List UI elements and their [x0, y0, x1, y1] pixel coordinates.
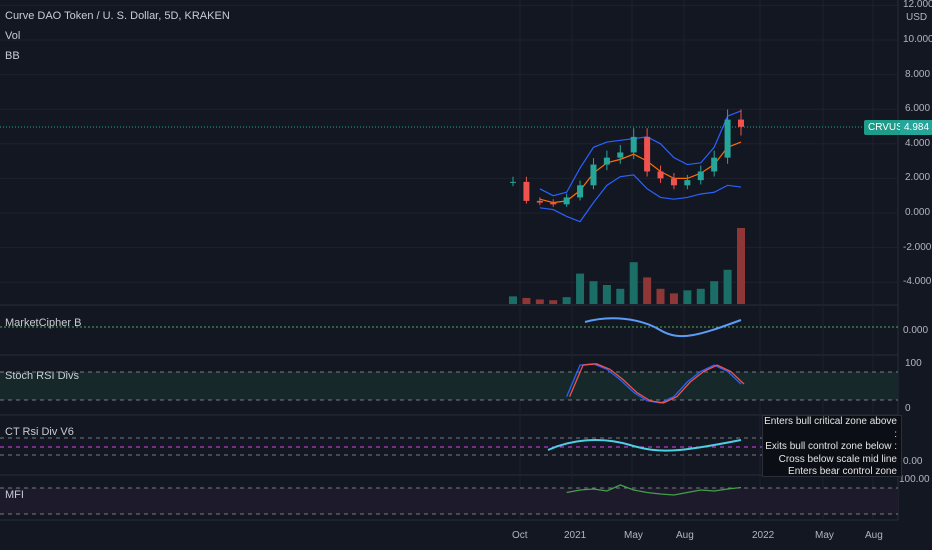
time-tick-label: May: [815, 530, 834, 541]
candle-body: [550, 202, 557, 205]
candle-body: [603, 157, 610, 165]
last-price-tag: 4.984: [900, 120, 932, 135]
mfi-axis-tick: 100.00: [899, 474, 930, 485]
candle-body: [510, 181, 516, 183]
price-tick-label: 2.000: [905, 172, 931, 184]
tooltip-line: Enters bear control zone below :: [788, 466, 897, 477]
price-tick-label: 0.000: [905, 207, 931, 218]
volume-bar: [723, 269, 732, 304]
candle-body: [738, 119, 744, 127]
tooltip-line: Exits bull control zone below :: [765, 441, 897, 452]
time-tick-label: Aug: [865, 530, 883, 541]
volume-bar: [683, 290, 692, 304]
chart-title: Curve DAO Token / U. S. Dollar, 5D, KRAK…: [5, 10, 230, 22]
mfi-pane-label[interactable]: MFI: [5, 489, 24, 501]
tooltip-line: Enters bull critical zone above :: [764, 416, 897, 440]
stochrsi-pane-label[interactable]: Stoch RSI Divs: [5, 370, 79, 382]
marketcipher-wave: [584, 317, 742, 337]
ctrsi-pane-label[interactable]: CT Rsi Div V6: [5, 426, 74, 438]
marketcipher-pane-label[interactable]: MarketCipher B: [5, 317, 82, 329]
volume-bar: [656, 288, 665, 304]
candle-body: [657, 171, 664, 179]
stoch-axis-bottom: 0: [905, 403, 911, 414]
ctrsi-alert-tooltip: Enters bull critical zone above : Exits …: [762, 415, 902, 477]
bb-upper-line: [539, 110, 742, 197]
volume-indicator-label[interactable]: Vol: [5, 30, 21, 42]
volume-bar: [576, 273, 585, 304]
volume-bar: [522, 297, 531, 304]
price-tick-label: 8.000: [905, 68, 931, 80]
bollinger-indicator-label[interactable]: BB: [5, 50, 20, 62]
volume-bar: [696, 288, 705, 304]
time-tick-label: May: [624, 530, 643, 541]
candle-body: [684, 180, 691, 186]
mfi-line: [566, 484, 742, 496]
time-tick-label: 2021: [564, 530, 587, 541]
candle-body: [523, 181, 530, 201]
bb-lower-line: [539, 174, 742, 223]
candle-body: [630, 136, 637, 153]
candle-body: [563, 197, 570, 205]
marketcipher-axis-tick: 0.000: [903, 325, 929, 336]
time-tick-label: Aug: [676, 530, 694, 541]
volume-bar: [602, 285, 611, 304]
stoch-band-fill: [0, 372, 898, 400]
price-tick-label: 6.000: [905, 103, 931, 115]
time-tick-label: Oct: [512, 530, 528, 541]
candle-body: [590, 164, 597, 186]
price-tick-label: 12.000: [903, 0, 932, 11]
stoch-d-line: [569, 363, 745, 404]
volume-bar: [562, 297, 571, 304]
volume-bar: [669, 293, 678, 304]
time-tick-label: 2022: [752, 530, 775, 541]
candle-body: [617, 152, 624, 158]
candle-body: [670, 178, 677, 186]
mfi-band-fill: [0, 488, 898, 514]
price-axis-unit: USD: [906, 12, 928, 23]
bb-basis-line: [539, 141, 742, 204]
price-tick-label: -4.000: [903, 276, 932, 288]
candle-body: [536, 200, 543, 203]
candle-body: [577, 185, 584, 198]
tooltip-line: Cross below scale mid line: [778, 453, 897, 465]
price-tick-label: 4.000: [905, 137, 931, 149]
volume-bar: [549, 300, 558, 304]
volume-bar: [643, 277, 652, 304]
volume-bar: [710, 281, 719, 304]
volume-bar: [616, 288, 625, 304]
candle-body: [724, 119, 731, 158]
ctrsi-wave: [547, 438, 742, 452]
volume-bar: [629, 262, 638, 304]
price-tick-label: -2.000: [903, 241, 932, 253]
candle-body: [711, 157, 718, 172]
candle-body: [697, 171, 704, 181]
ctrsi-axis-tick: 0.00: [903, 456, 923, 467]
candle-body: [644, 136, 651, 172]
volume-bar: [589, 281, 598, 304]
price-tick-label: 10.000: [903, 34, 932, 45]
volume-bar: [509, 296, 517, 304]
volume-bar: [737, 228, 745, 304]
stoch-axis-top: 100: [905, 358, 922, 369]
volume-bar: [535, 299, 544, 304]
